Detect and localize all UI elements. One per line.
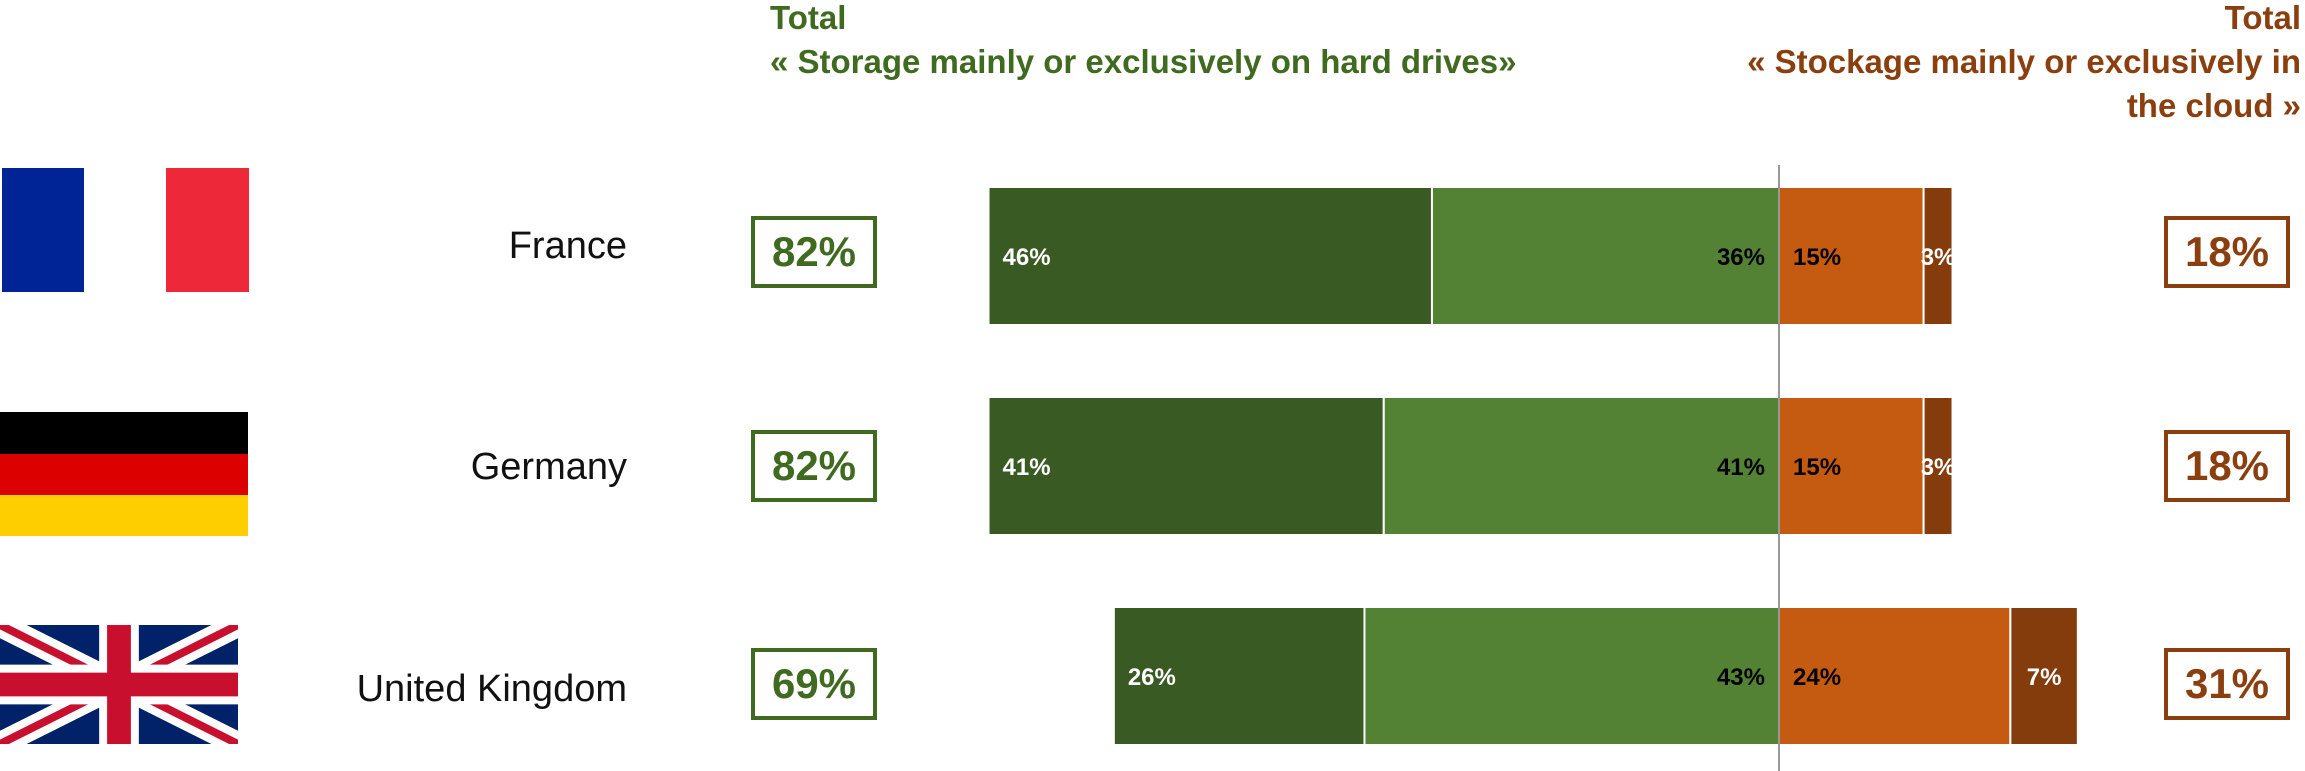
country-label-germany: Germany (470, 446, 627, 488)
right-header: Total « Stockage mainly or exclusively i… (1701, 0, 2301, 128)
country-label-uk: United Kingdom (356, 668, 627, 710)
bar-segment-germany-1 (1382, 396, 1780, 536)
bar-segment-france-0 (987, 186, 1433, 326)
bar-label-germany-2: 15% (1793, 454, 1841, 481)
total-hard-drives-uk: 69% (751, 648, 877, 720)
bar-label-uk-0: 26% (1128, 664, 1176, 691)
germany-flag-icon (0, 412, 248, 536)
bar-label-germany-0: 41% (1003, 454, 1051, 481)
left-header: Total « Storage mainly or exclusively on… (770, 0, 1516, 84)
bar-label-uk-2: 24% (1793, 664, 1841, 691)
right-header-title: Total (2224, 0, 2301, 36)
total-hard-drives-germany: 82% (751, 430, 877, 502)
total-hard-drives-france: 82% (751, 216, 877, 288)
bar-label-france-0: 46% (1003, 244, 1051, 271)
uk-flag-icon (0, 625, 238, 744)
bar-segment-germany-3 (1922, 396, 1954, 536)
bar-label-uk-3: 7% (2027, 664, 2062, 691)
bar-segment-uk-0 (1112, 606, 1366, 746)
bar-label-france-1: 36% (1717, 244, 1765, 271)
bar-label-france-2: 15% (1793, 244, 1841, 271)
bar-segment-uk-2 (1778, 606, 2012, 746)
bar-segment-uk-1 (1363, 606, 1780, 746)
total-cloud-germany: 18% (2164, 430, 2290, 502)
bar-label-germany-3: 3% (1921, 454, 1956, 481)
bar-segment-germany-2 (1778, 396, 1925, 536)
left-header-subtitle: « Storage mainly or exclusively on hard … (770, 43, 1517, 80)
left-header-title: Total (770, 0, 847, 36)
bar-segment-germany-0 (987, 396, 1385, 536)
total-cloud-uk: 31% (2164, 648, 2290, 720)
country-label-france: France (508, 225, 627, 267)
right-header-subtitle-line1: « Stockage mainly or exclusively in (1747, 43, 2301, 80)
bar-label-uk-1: 43% (1717, 664, 1765, 691)
bar-segment-uk-3 (2009, 606, 2079, 746)
bar-segment-france-3 (1922, 186, 1954, 326)
bar-label-germany-1: 41% (1717, 454, 1765, 481)
right-header-subtitle-line2: the cloud » (2126, 87, 2301, 124)
bar-label-france-3: 3% (1921, 244, 1956, 271)
bar-segment-france-2 (1778, 186, 1925, 326)
france-flag-icon (2, 168, 249, 292)
bar-segment-france-1 (1430, 186, 1780, 326)
total-cloud-france: 18% (2164, 216, 2290, 288)
